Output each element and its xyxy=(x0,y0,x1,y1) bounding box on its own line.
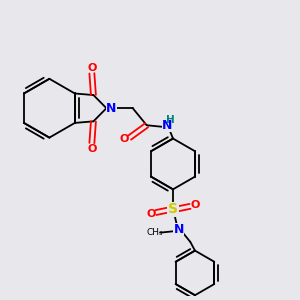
Text: S: S xyxy=(168,202,178,216)
Text: O: O xyxy=(190,200,200,210)
Text: H: H xyxy=(167,115,175,125)
Text: N: N xyxy=(162,119,172,132)
Text: O: O xyxy=(146,209,156,219)
Text: O: O xyxy=(87,63,97,73)
Text: CH₃: CH₃ xyxy=(146,228,163,237)
Text: O: O xyxy=(87,144,97,154)
Text: N: N xyxy=(173,223,184,236)
Text: N: N xyxy=(106,102,117,115)
Text: O: O xyxy=(119,134,129,144)
